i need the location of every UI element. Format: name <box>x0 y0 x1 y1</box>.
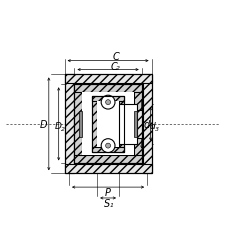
Bar <box>133 85 141 164</box>
Bar <box>74 156 141 164</box>
Bar <box>92 97 123 152</box>
Circle shape <box>105 144 110 148</box>
Text: P: P <box>105 187 111 197</box>
Bar <box>64 75 73 174</box>
Text: 1: 1 <box>109 202 113 207</box>
Text: D: D <box>54 122 61 131</box>
Bar <box>79 112 82 137</box>
Text: 2: 2 <box>60 127 64 132</box>
Bar <box>92 97 123 102</box>
Circle shape <box>105 100 110 105</box>
Text: 3: 3 <box>154 127 158 132</box>
Bar <box>118 105 136 144</box>
Bar <box>74 85 141 164</box>
Bar <box>64 75 151 84</box>
Text: B: B <box>114 106 121 117</box>
Text: D: D <box>40 119 47 129</box>
Bar <box>82 93 133 156</box>
Text: 1: 1 <box>120 112 124 117</box>
Bar <box>64 75 151 174</box>
Bar <box>92 147 123 152</box>
Bar <box>133 112 136 137</box>
Text: 2: 2 <box>115 66 120 71</box>
Circle shape <box>101 139 114 153</box>
Bar <box>64 165 151 174</box>
Bar <box>142 75 151 174</box>
Text: d: d <box>143 119 149 129</box>
Text: C: C <box>112 52 119 61</box>
Circle shape <box>101 96 114 110</box>
Bar <box>97 102 118 147</box>
Bar <box>74 85 82 164</box>
Bar <box>92 97 97 152</box>
Text: d: d <box>149 122 155 131</box>
Bar <box>74 85 141 93</box>
Text: C: C <box>110 61 117 71</box>
Bar <box>133 111 141 138</box>
Bar <box>118 97 123 152</box>
Text: S: S <box>104 198 110 208</box>
